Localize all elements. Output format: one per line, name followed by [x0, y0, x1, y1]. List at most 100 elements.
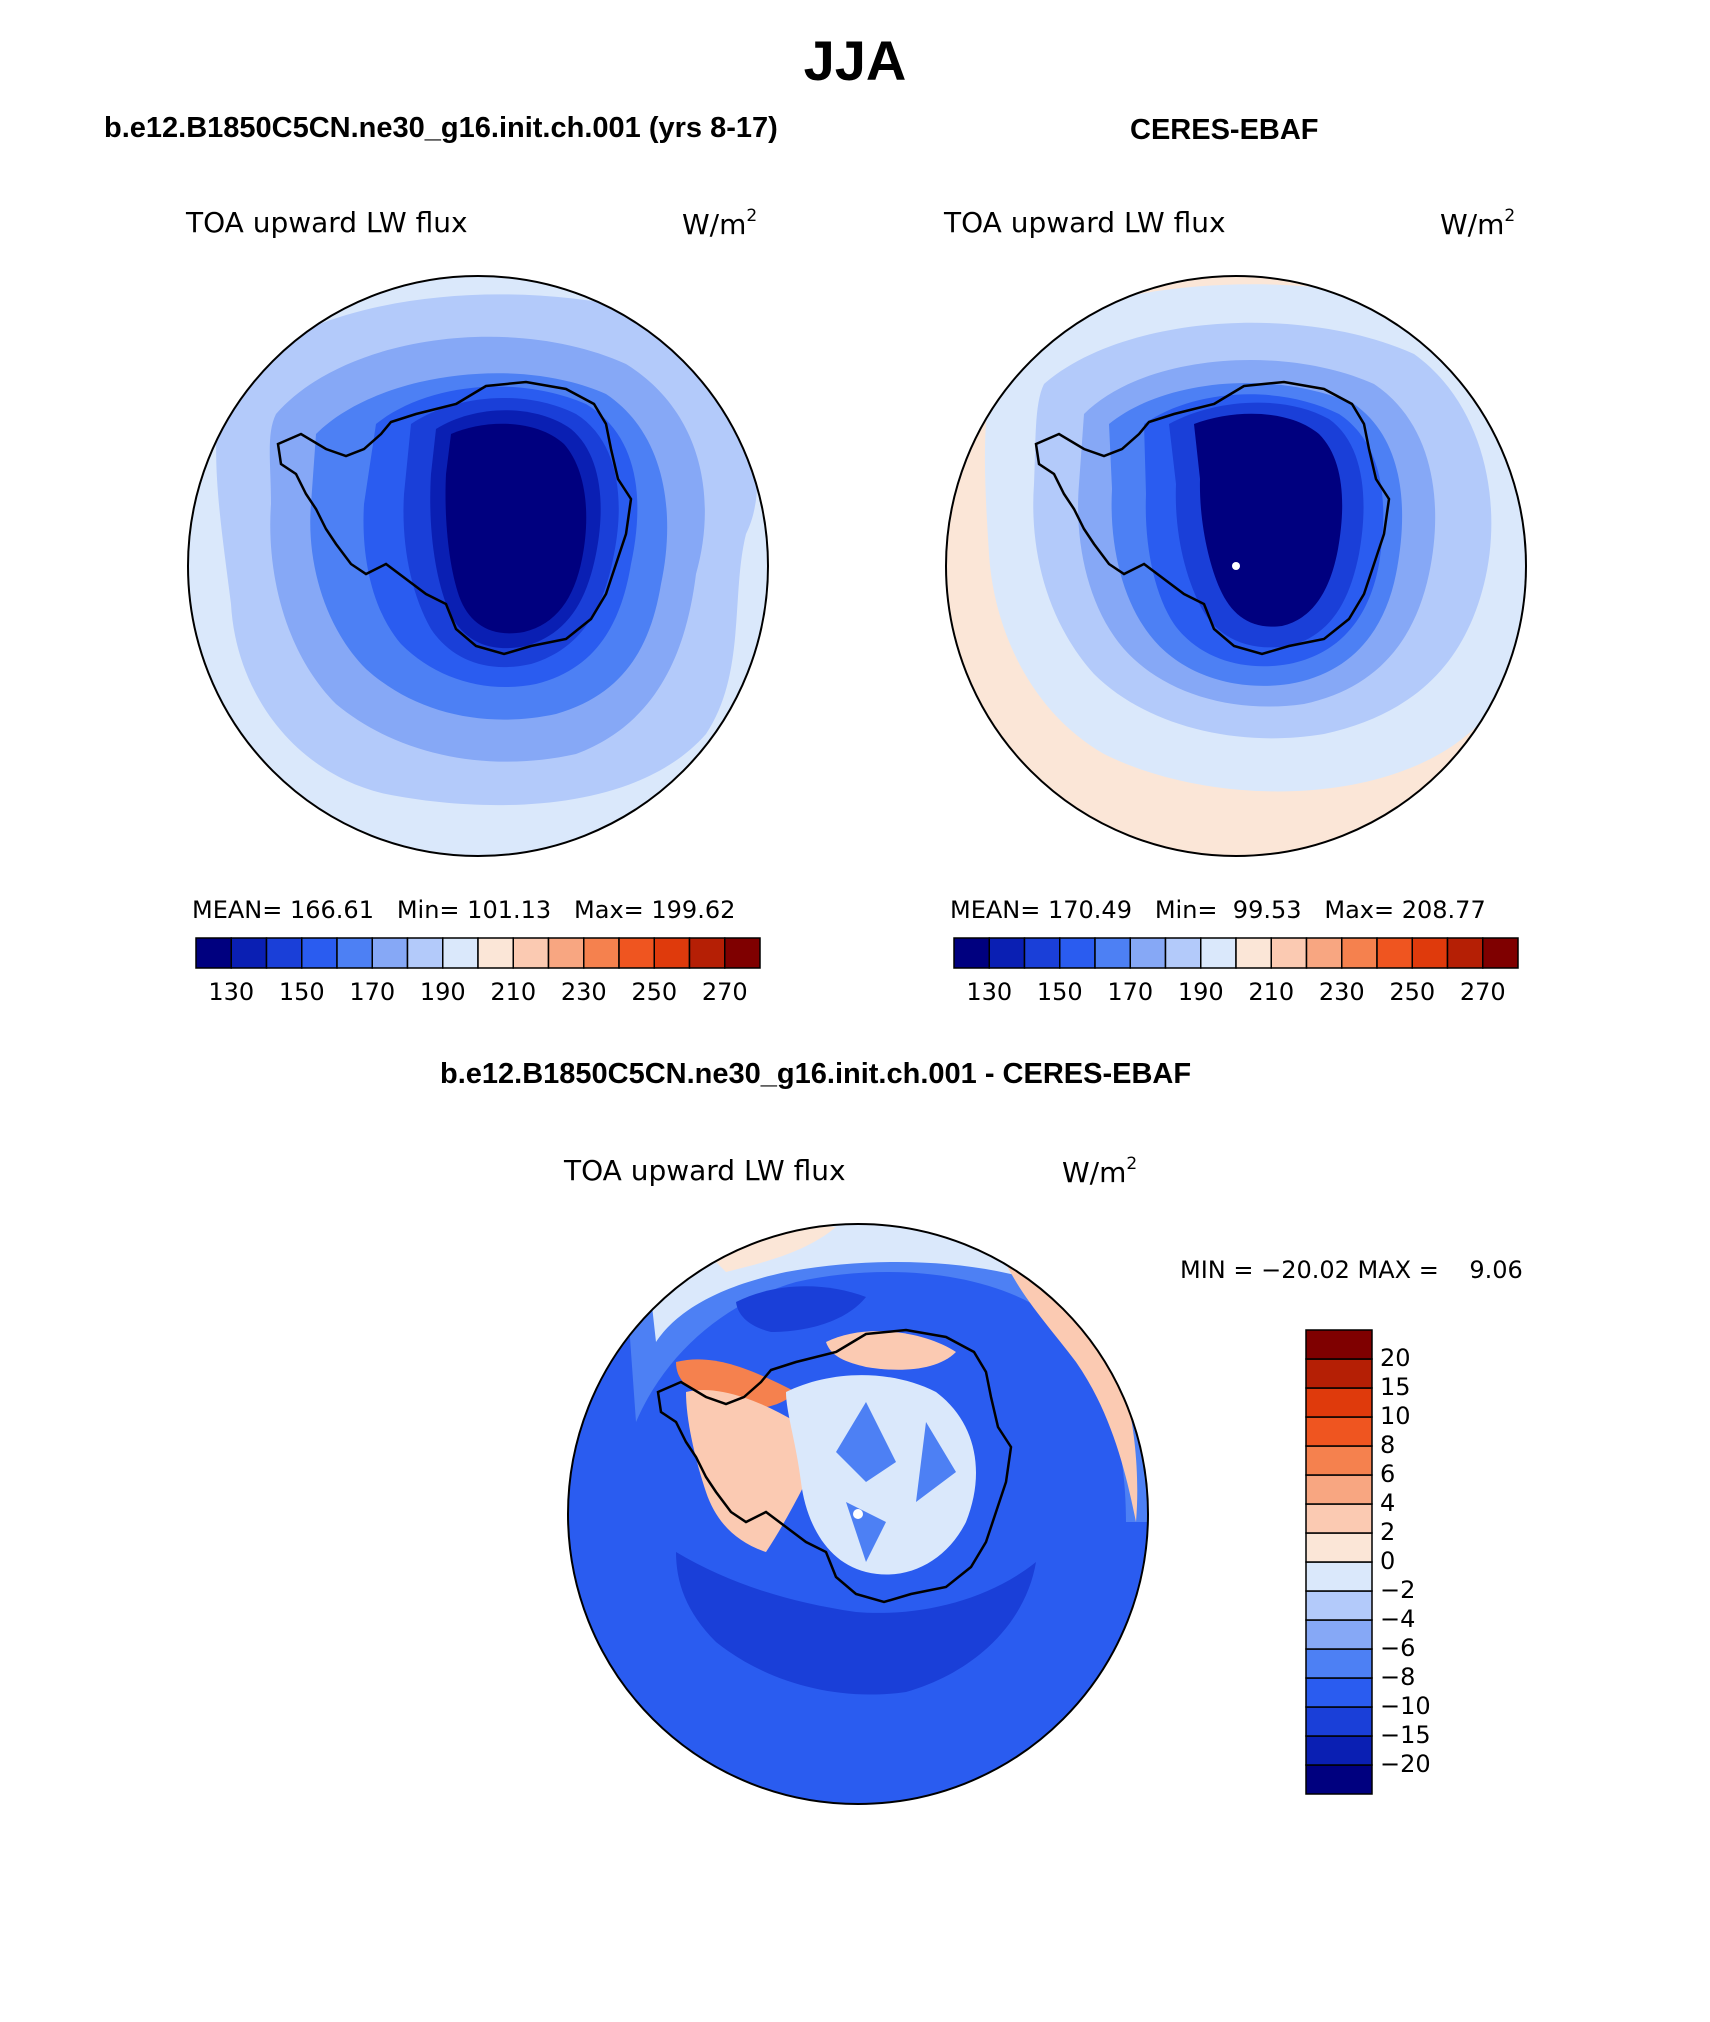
- map-3-level-4-interior: [686, 1390, 826, 1552]
- panel-2-units-label: W/m2: [1440, 206, 1516, 241]
- map-3-level-minus-10-north: [736, 1286, 866, 1332]
- colorbar-tick-label: 270: [1459, 978, 1506, 1006]
- colorbar-swatch: [1305, 1503, 1373, 1534]
- panel-1-case-title: b.e12.B1850C5CN.ne30_g16.init.ch.001 (yr…: [104, 112, 778, 144]
- colorbar-swatch: [1305, 1416, 1373, 1447]
- colorbar-swatch: [1023, 937, 1061, 969]
- map-3-level-4-east: [826, 1331, 956, 1370]
- panel-1-units-label: W/m2: [682, 206, 758, 241]
- colorbar-tick-label: 10: [1380, 1402, 1411, 1430]
- panel-2-polar-map: [945, 275, 1527, 857]
- colorbar-swatch: [301, 937, 338, 969]
- map-2-boundary: [945, 275, 1527, 857]
- colorbar-swatch: [512, 937, 550, 969]
- colorbar-swatch: [371, 937, 409, 969]
- colorbar-tick-label: −20: [1380, 1750, 1431, 1778]
- colorbar-tick-label: 230: [560, 978, 607, 1006]
- colorbar-tick-label: −15: [1380, 1721, 1431, 1749]
- panel-3-case-title: b.e12.B1850C5CN.ne30_g16.init.ch.001 - C…: [440, 1058, 1192, 1090]
- map-1-antarctic-coastline: [276, 380, 633, 656]
- colorbar-swatch: [1305, 1358, 1373, 1389]
- panel-2-case-title: CERES-EBAF: [1130, 114, 1319, 146]
- panel-1-stats: MEAN= 166.61 Min= 101.13 Max= 199.62: [192, 896, 736, 924]
- colorbar-tick-label: 190: [1177, 978, 1224, 1006]
- colorbar-swatch: [547, 937, 585, 969]
- colorbar-tick-label: 210: [490, 978, 537, 1006]
- colorbar-swatch: [265, 937, 303, 969]
- colorbar-swatch: [653, 937, 691, 969]
- colorbar-tick-label: 170: [349, 978, 396, 1006]
- map-3-boundary: [567, 1223, 1149, 1805]
- colorbar-swatch: [230, 937, 268, 969]
- colorbar-swatch: [1376, 937, 1413, 969]
- colorbar-swatch: [1305, 1329, 1373, 1360]
- colorbar-swatch: [1305, 1764, 1373, 1795]
- colorbar-swatch: [1305, 937, 1343, 969]
- colorbar-swatch: [1446, 937, 1484, 969]
- colorbar-swatch: [1270, 937, 1308, 969]
- map-3-south-pole-dot: [853, 1509, 863, 1519]
- colorbar-tick-label: −6: [1380, 1634, 1416, 1662]
- colorbar-tick-label: 230: [1318, 978, 1365, 1006]
- colorbar-swatch: [1305, 1677, 1373, 1708]
- colorbar-tick-label: 130: [208, 978, 255, 1006]
- colorbar-swatch: [1411, 937, 1449, 969]
- colorbar-swatch: [1305, 1735, 1373, 1766]
- colorbar-swatch: [336, 937, 373, 969]
- colorbar-swatch: [1305, 1619, 1373, 1650]
- colorbar-tick-label: 20: [1380, 1344, 1411, 1372]
- colorbar-swatch: [1305, 1474, 1373, 1505]
- panel-2-colorbar-tick-labels: 130 150 170 190 210 230 250 270: [954, 978, 1518, 1008]
- colorbar-swatch: [1129, 937, 1167, 969]
- colorbar-swatch: [1305, 1648, 1373, 1679]
- colorbar-swatch: [1305, 1387, 1373, 1418]
- figure-title: JJA: [803, 29, 907, 92]
- panel-3-colorbar: [1305, 1329, 1373, 1795]
- colorbar-swatch: [1059, 937, 1096, 969]
- colorbar-swatch: [1305, 1590, 1373, 1621]
- colorbar-tick-label: 250: [631, 978, 678, 1006]
- panel-1-colorbar-tick-labels: 130 150 170 190 210 230 250 270: [196, 978, 760, 1008]
- colorbar-tick-label: −2: [1380, 1576, 1416, 1604]
- panel-3-units-label: W/m2: [1062, 1154, 1138, 1189]
- colorbar-swatch: [1305, 1532, 1373, 1563]
- colorbar-swatch: [1094, 937, 1131, 969]
- colorbar-swatch: [1164, 937, 1202, 969]
- colorbar-swatch: [1305, 1706, 1373, 1737]
- colorbar-tick-label: 2: [1380, 1518, 1396, 1546]
- colorbar-swatch: [1341, 937, 1378, 969]
- panel-3-colorbar-tick-labels: 20 15 10 8 6 4 2 0 −2 −4 −6 −8 −10 −15 −20: [1380, 1330, 1460, 1794]
- panel-2-colorbar: [953, 937, 1519, 969]
- colorbar-swatch: [953, 937, 990, 969]
- colorbar-swatch: [688, 937, 726, 969]
- colorbar-swatch: [1200, 937, 1237, 969]
- panel-3-variable-label: TOA upward LW flux: [564, 1154, 846, 1187]
- colorbar-swatch: [583, 937, 620, 969]
- colorbar-swatch: [406, 937, 444, 969]
- panel-1-variable-label: TOA upward LW flux: [186, 206, 468, 239]
- map-3-level-minus-2-interior: [786, 1375, 976, 1575]
- panel-2-stats: MEAN= 170.49 Min= 99.53 Max= 208.77: [950, 896, 1486, 924]
- panel-1-polar-map: [187, 275, 769, 857]
- colorbar-swatch: [988, 937, 1026, 969]
- panel-3-polar-map: [567, 1223, 1149, 1805]
- colorbar-tick-label: −10: [1380, 1692, 1431, 1720]
- colorbar-swatch: [1305, 1445, 1373, 1476]
- colorbar-tick-label: 0: [1380, 1547, 1396, 1575]
- colorbar-tick-label: 250: [1389, 978, 1436, 1006]
- colorbar-tick-label: 8: [1380, 1431, 1396, 1459]
- map-2-antarctic-coastline: [1034, 380, 1391, 656]
- map-2-south-pole-dot: [1232, 562, 1240, 570]
- colorbar-swatch: [442, 937, 479, 969]
- colorbar-tick-label: 6: [1380, 1460, 1396, 1488]
- colorbar-tick-label: 270: [701, 978, 748, 1006]
- colorbar-swatch: [618, 937, 655, 969]
- colorbar-swatch: [724, 937, 761, 969]
- colorbar-tick-label: −8: [1380, 1663, 1416, 1691]
- colorbar-swatch: [1305, 1561, 1373, 1592]
- map-3-antarctic-coastline: [656, 1328, 1013, 1604]
- colorbar-swatch: [1482, 937, 1519, 969]
- colorbar-tick-label: 190: [419, 978, 466, 1006]
- map-1-level-low: [445, 423, 587, 634]
- colorbar-tick-label: 130: [966, 978, 1013, 1006]
